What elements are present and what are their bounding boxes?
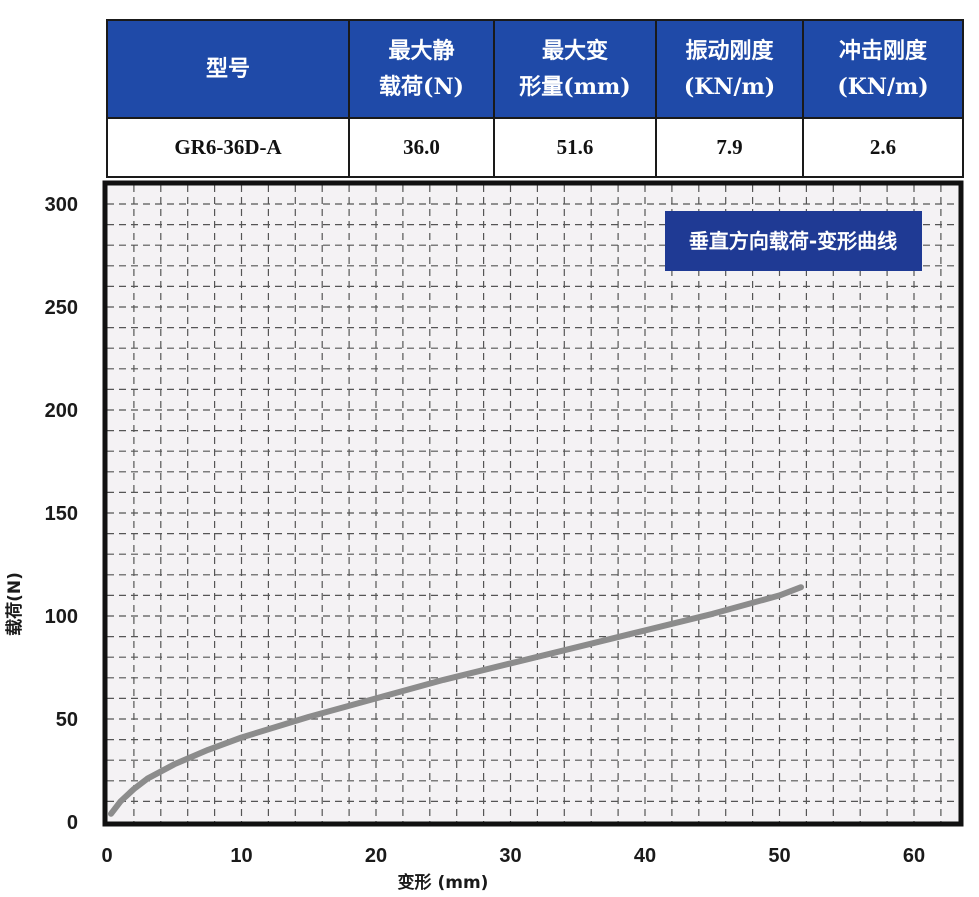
x-tick-label: 20 bbox=[365, 845, 387, 867]
x-tick-label: 60 bbox=[903, 845, 925, 867]
y-tick-label: 250 bbox=[45, 297, 78, 319]
header-max-deformation: 最大变 形量(mm) bbox=[493, 19, 657, 119]
chart-title-box: 垂直方向载荷-变形曲线 bbox=[665, 211, 922, 271]
header-max-static-load: 最大静 载荷(N) bbox=[348, 19, 495, 119]
load-deformation-chart: 垂直方向载荷-变形曲线 0 10 20 30 40 50 60 0 50 100 150 200 25… bbox=[4, 180, 964, 893]
x-tick-label: 0 bbox=[101, 845, 112, 867]
x-tick-label: 10 bbox=[230, 845, 252, 867]
y-axis-title: 载荷(N) bbox=[4, 572, 25, 636]
spec-table: 型号 最大静 载荷(N) 最大变 形量(mm) 振动刚度 (KN/m) 冲击刚度 (KN… bbox=[106, 19, 964, 178]
y-tick-label: 0 bbox=[67, 812, 78, 834]
spec-header-row: 型号 最大静 载荷(N) 最大变 形量(mm) 振动刚度 (KN/m) 冲击刚度 (KN… bbox=[106, 19, 964, 119]
chart-title: 垂直方向载荷-变形曲线 bbox=[689, 229, 897, 253]
x-tick-label: 50 bbox=[768, 845, 790, 867]
plot-background bbox=[105, 183, 961, 824]
header-impact-stiffness: 冲击刚度 (KN/m) bbox=[802, 19, 964, 119]
series-layer bbox=[108, 584, 804, 817]
cell-max-static-load: 36.0 bbox=[348, 117, 495, 178]
cell-impact-stiffness: 2.6 bbox=[802, 117, 964, 178]
y-tick-labels: 0 50 100 150 200 250 300 bbox=[45, 194, 78, 834]
x-tick-labels: 0 10 20 30 40 50 60 bbox=[101, 845, 925, 867]
header-model: 型号 bbox=[106, 19, 350, 119]
y-tick-label: 150 bbox=[45, 503, 78, 525]
x-tick-label: 40 bbox=[634, 845, 656, 867]
plot-frame bbox=[102, 180, 964, 827]
x-axis-title: 变形 (mm) bbox=[398, 872, 489, 893]
x-tick-label: 30 bbox=[499, 845, 521, 867]
cell-max-deformation: 51.6 bbox=[493, 117, 657, 178]
series-line bbox=[108, 584, 804, 817]
spec-data-row: GR6-36D-A 36.0 51.6 7.9 2.6 bbox=[106, 117, 964, 178]
cell-vibration-stiffness: 7.9 bbox=[655, 117, 804, 178]
y-tick-label: 50 bbox=[56, 709, 78, 731]
header-vibration-stiffness: 振动刚度 (KN/m) bbox=[655, 19, 804, 119]
y-tick-label: 200 bbox=[45, 400, 78, 422]
y-tick-label: 300 bbox=[45, 194, 78, 216]
cell-model: GR6-36D-A bbox=[106, 117, 350, 178]
y-tick-label: 100 bbox=[45, 606, 78, 628]
